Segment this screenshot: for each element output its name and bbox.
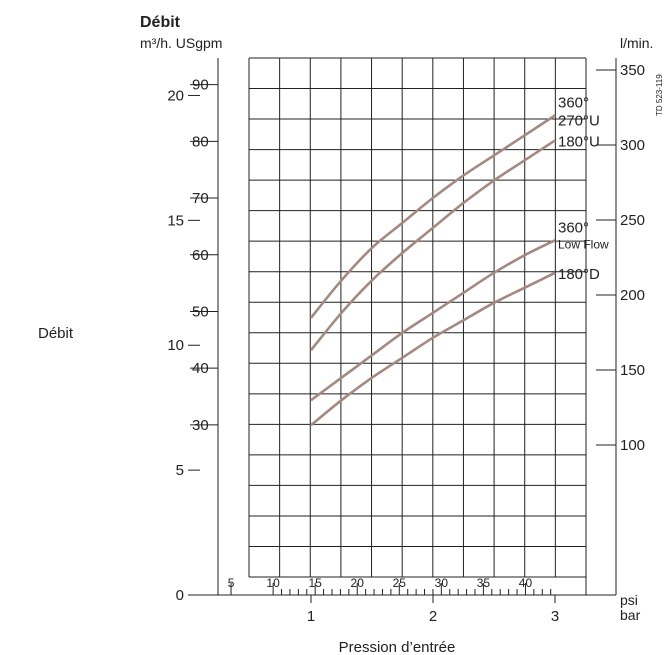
curve-label-line: 180°D [558, 266, 600, 283]
psi-tick-label: 40 [519, 576, 533, 590]
curve-label-360-low-flow: 360°Low Flow [558, 219, 609, 251]
usgpm-tick-label: 80 [192, 133, 209, 150]
unit-psi-label: psi [620, 592, 638, 608]
bar-tick-label: 2 [429, 608, 437, 625]
flow-curve [310, 239, 556, 402]
curve-label-line: Low Flow [558, 237, 609, 251]
bar-tick-label: 1 [307, 608, 315, 625]
m3h-tick-label: 5 [176, 462, 184, 479]
lmin-tick-label: 100 [620, 437, 645, 454]
units-left-label: m³/h. USgpm [140, 35, 222, 51]
m3h-tick-label: 15 [167, 212, 184, 229]
usgpm-tick-label: 50 [192, 303, 209, 320]
curve-label-180d: 180°D [558, 266, 600, 283]
bar-tick-label: 3 [551, 608, 559, 625]
usgpm-tick-label: 30 [192, 417, 209, 434]
flow-curves [309, 114, 556, 427]
drawing-code: TD 523-119 [655, 74, 664, 116]
curve-label-line: 270°U [558, 112, 600, 129]
psi-tick-label: 15 [308, 576, 322, 590]
x-axis-title: Pression d’entrée [339, 639, 456, 655]
flow-curve [309, 139, 556, 352]
psi-tick-label: 20 [351, 576, 365, 590]
lmin-tick-label: 300 [620, 137, 645, 154]
m3h-tick-label: 0 [176, 587, 184, 604]
curve-label-line: 360° [558, 219, 589, 236]
m3h-tick-label: 20 [167, 87, 184, 104]
psi-tick-label: 5 [228, 576, 235, 590]
plot-grid [188, 57, 617, 596]
lmin-tick-label: 150 [620, 362, 645, 379]
usgpm-tick-label: 60 [192, 247, 209, 264]
psi-tick-label: 30 [435, 576, 449, 590]
curve-label-line: 180°U [558, 133, 600, 150]
flow-curve [310, 271, 556, 427]
side-axis-label: Débit [38, 325, 74, 342]
psi-tick-label: 25 [393, 576, 407, 590]
curve-label-180u: 180°U [558, 133, 600, 150]
usgpm-tick-label: 70 [192, 190, 209, 207]
chart-title: Débit [140, 14, 181, 31]
psi-tick-label: 35 [477, 576, 491, 590]
lmin-tick-label: 350 [620, 62, 645, 79]
usgpm-tick-label: 40 [192, 360, 209, 377]
m3h-tick-label: 10 [167, 337, 184, 354]
axis-ticks: 0510152030405060708090100150200250300350… [167, 62, 645, 625]
curve-label-360-270u: 360°270°U [558, 94, 600, 129]
psi-tick-label: 10 [266, 576, 280, 590]
lmin-tick-label: 200 [620, 287, 645, 304]
units-right-label: l/min. [620, 35, 653, 51]
flow-curve [309, 114, 556, 319]
usgpm-tick-label: 90 [192, 77, 209, 94]
unit-bar-label: bar [620, 607, 641, 623]
lmin-tick-label: 250 [620, 212, 645, 229]
curve-label-line: 360° [558, 94, 589, 111]
